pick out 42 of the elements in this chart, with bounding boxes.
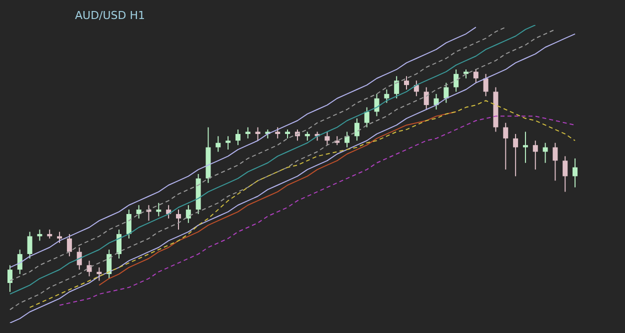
candlestick — [7, 264, 12, 292]
candlestick — [235, 129, 240, 146]
candlestick — [324, 131, 330, 146]
candlestick — [344, 131, 350, 148]
candlestick — [255, 126, 260, 142]
candlestick — [503, 122, 508, 170]
candlestick — [17, 249, 22, 275]
candlestick — [384, 88, 390, 104]
candlestick — [27, 231, 32, 260]
candlestick — [562, 156, 568, 192]
candlestick — [106, 249, 112, 280]
candlestick — [216, 136, 221, 152]
candlestick — [57, 231, 62, 244]
candlestick — [116, 229, 122, 260]
candlestick — [483, 73, 488, 97]
candlestick — [136, 204, 142, 219]
candlestick — [532, 140, 538, 170]
candlestick — [176, 209, 181, 230]
candlestick — [444, 82, 449, 104]
candlestick — [454, 68, 459, 92]
candlestick — [245, 126, 250, 139]
candlestick — [96, 266, 102, 282]
candlestick — [126, 209, 132, 239]
candlestick — [513, 133, 518, 177]
candlestick — [86, 260, 92, 277]
candlestick — [404, 76, 410, 90]
candlestick — [364, 106, 370, 128]
candlestick — [226, 136, 231, 150]
candlestick — [66, 234, 72, 257]
candlestick — [424, 86, 429, 110]
candlestick — [354, 118, 360, 142]
candlestick — [156, 202, 162, 217]
candlestick — [394, 76, 400, 99]
candlestick — [37, 229, 42, 242]
chart-title: AUD/USD H1 — [75, 9, 146, 22]
candlestick — [542, 142, 548, 164]
candlestick — [473, 68, 478, 84]
candlestick — [522, 131, 528, 164]
candlestick — [572, 158, 578, 188]
candlestick — [552, 142, 558, 182]
candlestick — [275, 126, 280, 139]
candlestick — [186, 204, 191, 224]
